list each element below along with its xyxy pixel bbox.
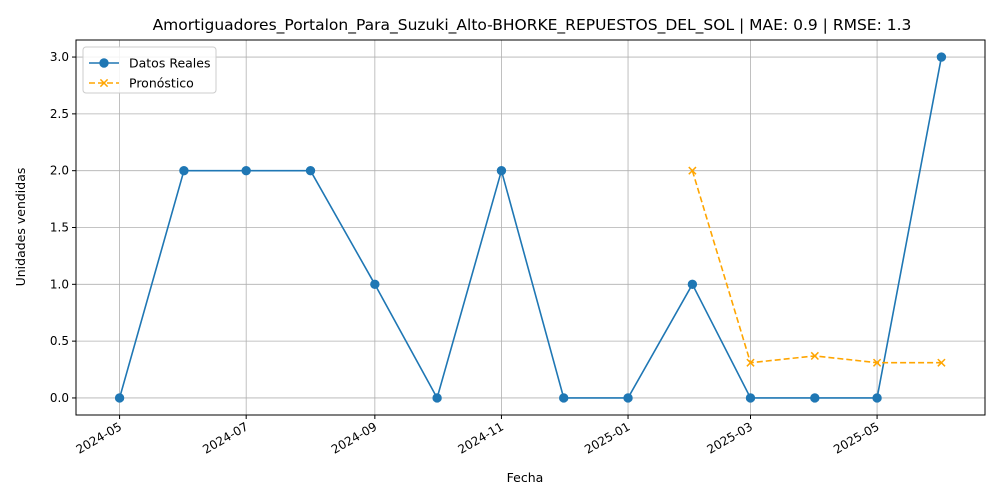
series-actual (114, 52, 947, 403)
data-point (810, 351, 819, 361)
legend-marker (99, 78, 109, 88)
y-tick-label: 2.0 (50, 164, 69, 178)
x-tick-label: 2024-09 (329, 419, 379, 456)
x-tick-label: 2024-05 (74, 419, 124, 456)
y-tick-label: 3.0 (50, 50, 69, 64)
data-point (872, 358, 882, 367)
data-point (179, 165, 189, 176)
x-tick-label: 2025-03 (705, 419, 755, 456)
y-tick-label: 1.0 (50, 277, 69, 291)
x-tick-label: 2025-01 (582, 419, 632, 456)
data-point (936, 52, 947, 62)
data-point (370, 279, 380, 290)
data-point (432, 393, 442, 403)
chart-title: Amortiguadores_Portalon_Para_Suzuki_Alto… (153, 16, 912, 35)
x-axis-label: Fecha (507, 470, 544, 485)
data-point (241, 165, 251, 176)
data-point (746, 358, 755, 367)
data-point (114, 393, 125, 403)
x-tick-label: 2024-07 (200, 419, 250, 456)
legend-items: Datos Reales Pronóstico (89, 56, 210, 91)
grid-layer (76, 40, 985, 415)
y-tick-label: 0.0 (50, 391, 69, 405)
series-layer (114, 52, 947, 403)
y-tick-label: 2.5 (50, 107, 69, 121)
series-line (691, 170, 942, 364)
data-point (872, 393, 882, 403)
legend-marker (99, 58, 109, 68)
y-axis-label: Unidades vendidas (13, 168, 28, 287)
data-point (687, 279, 698, 290)
data-point (688, 166, 697, 175)
data-point (623, 393, 633, 403)
y-tick-label: 1.5 (50, 221, 69, 235)
legend-label: Pronóstico (129, 76, 194, 91)
legend-label: Datos Reales (129, 56, 210, 71)
data-point (496, 165, 507, 176)
data-point (305, 165, 316, 176)
series-line (118, 56, 943, 401)
data-point (745, 393, 756, 403)
legend: Datos Reales Pronóstico (82, 46, 217, 94)
data-point (937, 358, 946, 367)
data-point (559, 393, 569, 403)
tick-layer: 2024-05 2024-07 2024-09 2024-11 2025-01 2025-… (50, 50, 882, 457)
x-tick-label: 2025-05 (831, 419, 881, 456)
data-point (810, 393, 820, 403)
series-forecast (688, 166, 946, 367)
x-tick-label: 2024-11 (456, 419, 506, 456)
legend-box (82, 46, 217, 94)
y-tick-label: 0.5 (50, 334, 69, 348)
